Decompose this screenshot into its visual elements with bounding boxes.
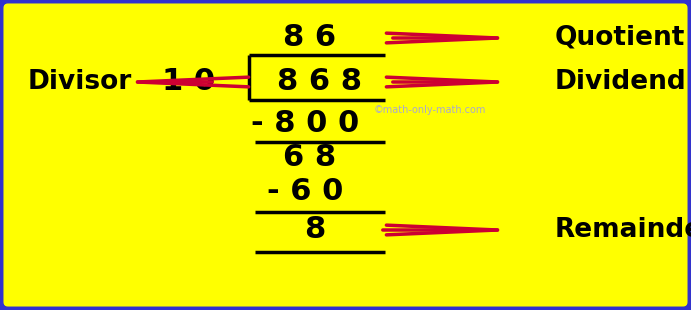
Text: 8 6 8: 8 6 8	[278, 68, 363, 96]
Text: Remainder: Remainder	[555, 217, 691, 243]
Text: ©math-only-math.com: ©math-only-math.com	[374, 105, 486, 115]
Text: - 6 0: - 6 0	[267, 178, 343, 206]
Text: Quotient: Quotient	[555, 25, 685, 51]
Text: - 8 0 0: - 8 0 0	[251, 109, 359, 139]
Text: Dividend: Dividend	[555, 69, 687, 95]
Text: 8 6: 8 6	[283, 24, 337, 52]
Text: 8: 8	[304, 215, 325, 245]
Text: 6 8: 6 8	[283, 144, 337, 172]
Text: 1 0: 1 0	[162, 68, 215, 96]
Text: Divisor: Divisor	[28, 69, 132, 95]
